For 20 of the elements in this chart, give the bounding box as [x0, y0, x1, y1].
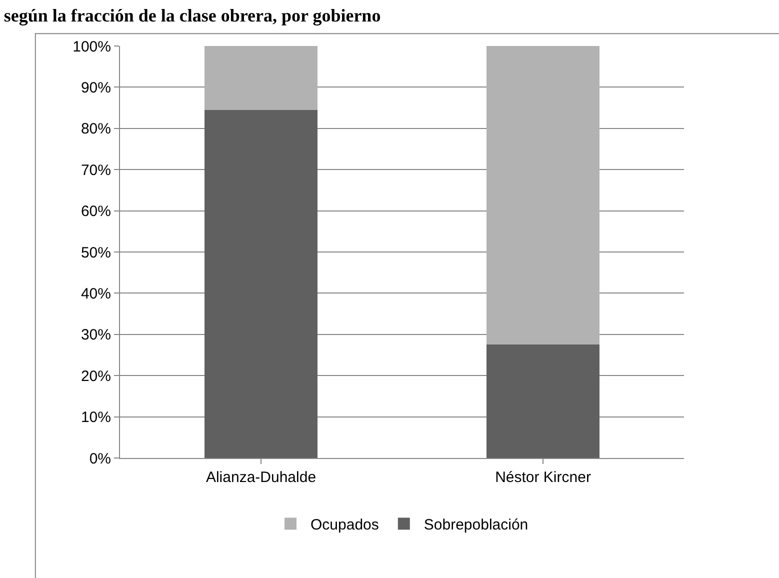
bar — [204, 46, 318, 110]
y-tick-label: 20% — [80, 368, 111, 385]
y-tick-label: 10% — [80, 409, 111, 426]
x-tick-label: Alianza-Duhalde — [206, 469, 316, 486]
y-tick-label: 60% — [80, 203, 111, 220]
y-tick-label: 80% — [80, 120, 111, 138]
y-tick-label: 30% — [80, 326, 111, 344]
chart-title: según la fracción de la clase obrera, por gobierno — [4, 5, 381, 26]
y-tick-label: 70% — [80, 162, 111, 179]
bar — [204, 110, 318, 458]
bar — [486, 344, 600, 458]
y-tick-label: 50% — [80, 244, 111, 262]
legend-label: Ocupados — [310, 516, 379, 534]
bar — [486, 46, 600, 345]
x-tick-label: Néstor Kircner — [495, 469, 591, 486]
y-tick-label: 90% — [80, 79, 111, 96]
y-tick-label: 100% — [72, 38, 111, 56]
y-tick-label: 0% — [89, 450, 111, 468]
y-tick-label: 40% — [80, 285, 111, 302]
legend-label: Sobrepoblación — [424, 516, 528, 534]
